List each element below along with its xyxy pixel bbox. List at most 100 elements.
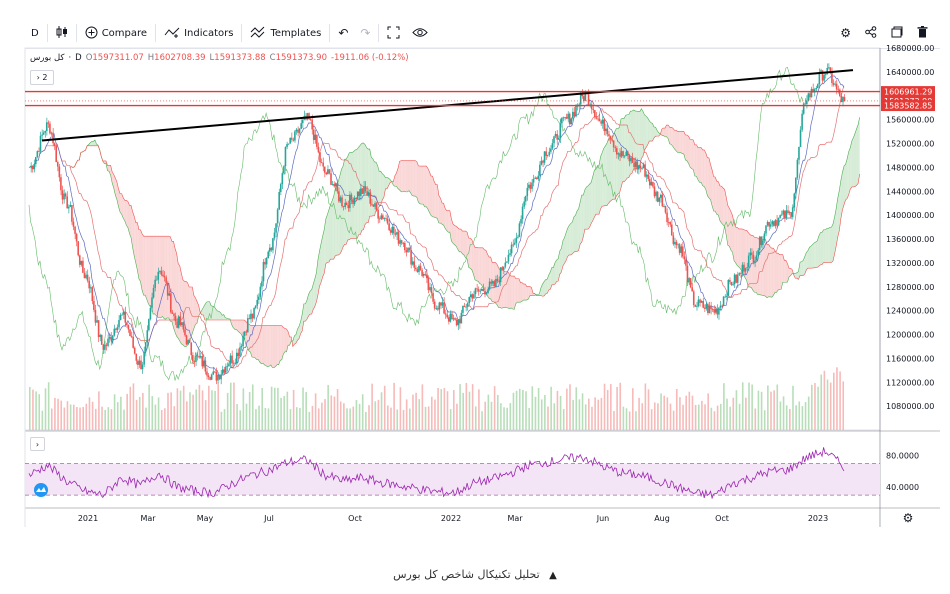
volume-bar [471, 384, 474, 430]
price-tick-label: 1400000.00 [886, 211, 934, 220]
volume-bar [669, 403, 672, 430]
open-label: O [85, 53, 93, 63]
candle-body [113, 328, 116, 336]
volume-bar [710, 407, 713, 430]
candle-body [203, 360, 205, 367]
cloud-segment [190, 287, 193, 339]
candle-body [220, 374, 222, 380]
collapse-indicators-button[interactable]: › 2 [30, 70, 54, 85]
candle-body [818, 73, 821, 85]
volume-bar [697, 404, 700, 430]
candle-body [779, 215, 781, 218]
price-label-text: 1583582.85 [884, 102, 932, 111]
templates-button[interactable]: Templates [244, 21, 327, 45]
cloud-segment [737, 227, 739, 267]
cloud-segment [823, 229, 826, 263]
time-axis[interactable]: 2021 Mar May Jul Oct 2022 Mar Jun Aug Oct 2023 ⚙ [78, 511, 914, 525]
candle-body [119, 314, 122, 320]
volume-bar [528, 407, 530, 430]
volume-bar [248, 392, 251, 430]
cloud-segment [597, 165, 600, 215]
candle-body [36, 151, 39, 157]
candle-body [212, 371, 215, 375]
candle-body [557, 137, 560, 140]
cloud-segment [625, 114, 628, 181]
visibility-button[interactable] [406, 21, 434, 45]
candle-body [327, 169, 329, 175]
volume-bar [798, 401, 801, 430]
volume-bar [173, 406, 176, 430]
candle-body [259, 286, 262, 297]
candle-body [276, 209, 279, 224]
rsi-tick-label: 40.0000 [886, 483, 919, 492]
cloud-segment [322, 229, 325, 277]
candle-body [201, 356, 204, 367]
candle-body [374, 203, 376, 207]
cloud-segment [811, 244, 813, 269]
delete-button[interactable] [913, 21, 932, 45]
snapshot-button[interactable] [887, 21, 907, 45]
compare-button[interactable]: Compare [79, 21, 153, 45]
eye-icon [412, 27, 429, 40]
volume-bar [94, 408, 97, 430]
cloud-segment [456, 226, 458, 250]
cloud-segment [413, 160, 416, 197]
volume-bar [754, 408, 757, 430]
time-tick-label: Oct [348, 514, 362, 523]
cloud-segment [567, 225, 570, 257]
candle-body [801, 113, 803, 130]
cloud-segment [829, 227, 832, 263]
volume-bar [779, 401, 782, 430]
candle-body [151, 297, 153, 308]
candle-body [466, 303, 469, 307]
fullscreen-button[interactable] [381, 21, 406, 45]
candle-style-button[interactable] [50, 21, 74, 45]
share-button[interactable] [861, 21, 881, 45]
volume-bar [653, 402, 656, 430]
candle-body [451, 313, 453, 320]
cloud-segment [283, 327, 285, 354]
candle-body [740, 273, 742, 275]
undo-button[interactable]: ↶ [332, 21, 354, 45]
volume-bar [283, 395, 285, 430]
candle-body [539, 164, 541, 176]
candle-body [790, 212, 792, 217]
price-chart[interactable]: 1680000.001640000.001600000.001560000.00… [0, 0, 950, 540]
cloud-segment [289, 336, 292, 346]
volume-bar [544, 395, 546, 430]
add-circle-icon [85, 26, 98, 41]
settings-button[interactable]: ⚙ [836, 21, 855, 45]
candle-body [689, 278, 692, 288]
volume-bar [104, 409, 106, 430]
cloud-segment [822, 229, 824, 265]
indicators-button[interactable]: Indicators [158, 21, 239, 45]
cloud-segment [847, 151, 849, 199]
candle-body [146, 330, 149, 343]
candle-body [248, 318, 251, 320]
price-axis[interactable]: 1680000.001640000.001600000.001560000.00… [881, 44, 935, 411]
interval-button[interactable]: D [31, 27, 39, 39]
candle-body [631, 157, 634, 163]
candle-body [218, 374, 221, 380]
volume-bar [299, 407, 301, 430]
candle-body [284, 147, 287, 167]
cloud-segment [702, 149, 705, 187]
redo-button[interactable]: ↷ [354, 21, 376, 45]
cloud-segment [107, 165, 110, 172]
candle-body [491, 281, 494, 284]
volume-bar [782, 396, 785, 430]
time-tick-label: Mar [140, 514, 156, 523]
rsi-collapse-button[interactable]: › [30, 437, 45, 451]
time-tick-label: 2021 [78, 514, 98, 523]
symbol-name[interactable]: کل بورس [30, 53, 65, 63]
cloud-segment [473, 243, 475, 280]
candle-body [760, 236, 763, 246]
volume-bar [308, 411, 311, 430]
cloud-segment [529, 286, 532, 296]
volume-bar [135, 399, 138, 430]
candle-body [441, 302, 444, 306]
candle-body [378, 218, 381, 220]
candle-body [270, 247, 273, 251]
cloud-segment [649, 120, 651, 142]
cloud-segment [570, 222, 573, 255]
